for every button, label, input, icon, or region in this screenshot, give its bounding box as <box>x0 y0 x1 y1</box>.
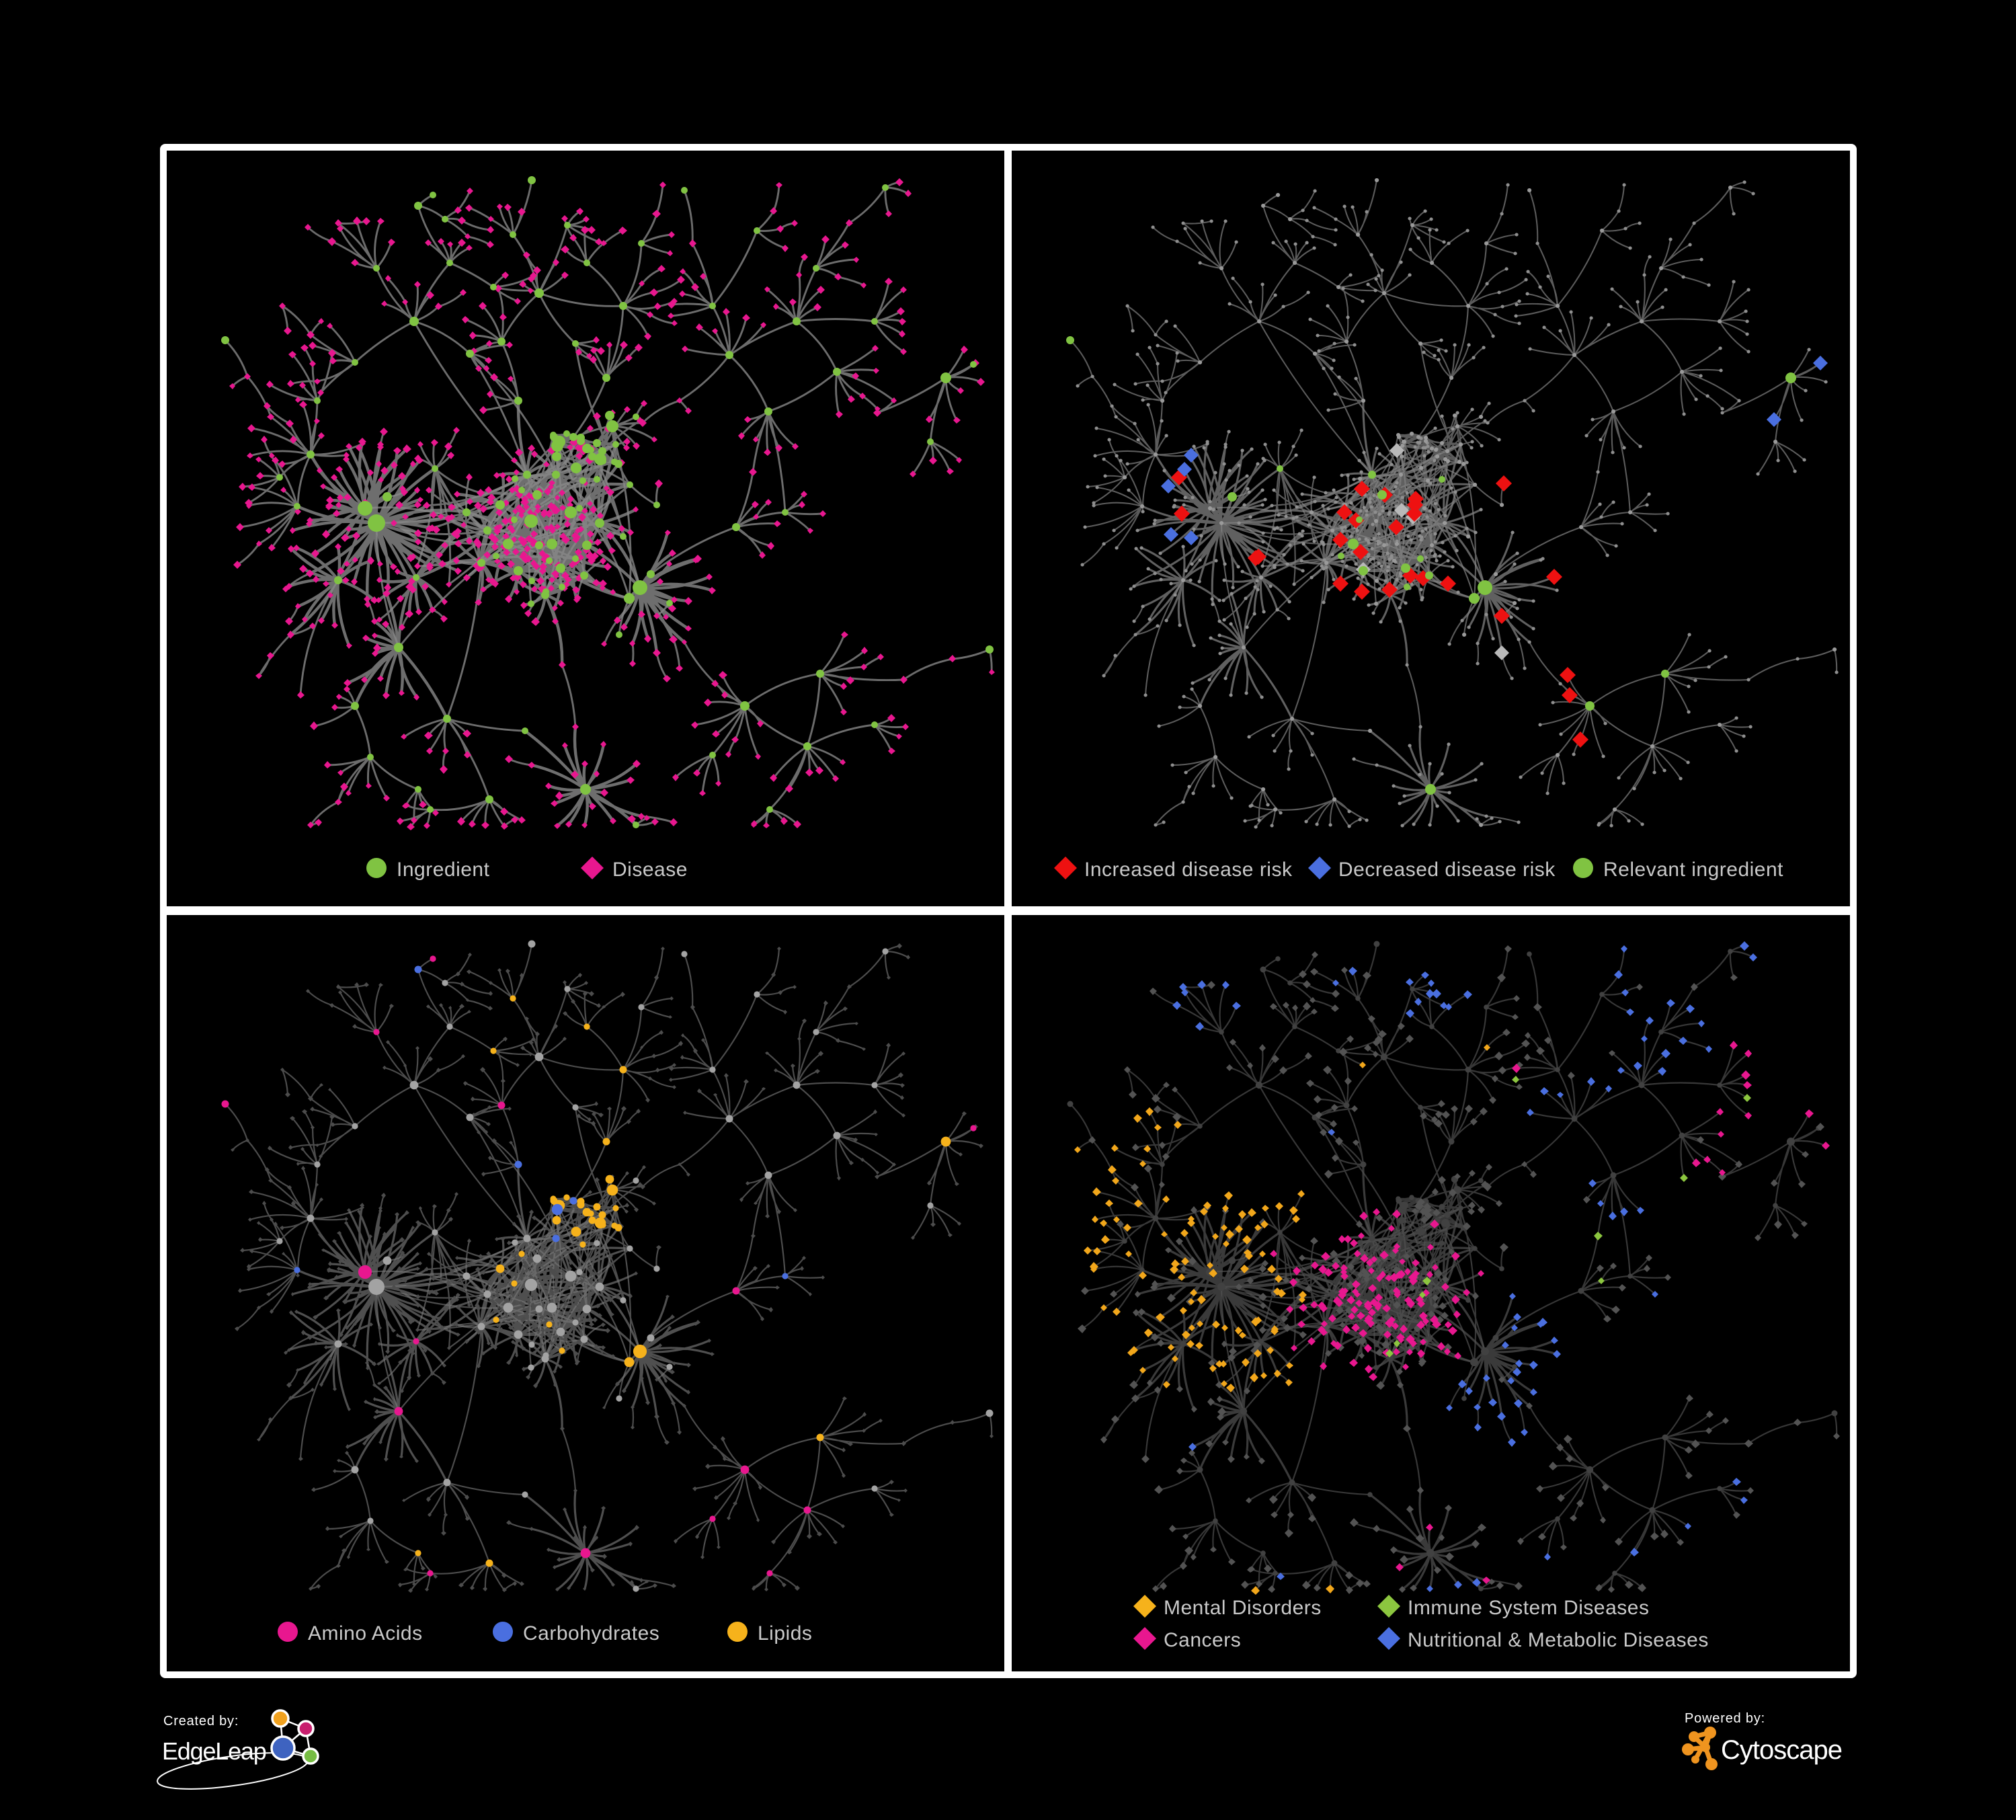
svg-text:Relevant ingredient: Relevant ingredient <box>1603 859 1783 881</box>
svg-text:EdgeLeap: EdgeLeap <box>162 1737 266 1765</box>
svg-text:Lipids: Lipids <box>758 1622 812 1645</box>
svg-text:Immune System Diseases: Immune System Diseases <box>1408 1597 1649 1619</box>
svg-text:Disease: Disease <box>612 859 688 881</box>
svg-text:Amino Acids: Amino Acids <box>308 1622 423 1645</box>
svg-text:Nutritional & Metabolic Diseas: Nutritional & Metabolic Diseases <box>1408 1629 1709 1651</box>
svg-text:Created by:: Created by: <box>163 1714 239 1729</box>
svg-text:Decreased disease risk: Decreased disease risk <box>1338 859 1556 881</box>
svg-text:Carbohydrates: Carbohydrates <box>523 1622 659 1645</box>
svg-text:Increased disease risk: Increased disease risk <box>1084 859 1293 881</box>
svg-text:Cytoscape: Cytoscape <box>1721 1735 1842 1765</box>
svg-text:Cancers: Cancers <box>1164 1629 1241 1651</box>
svg-text:Powered by:: Powered by: <box>1685 1711 1765 1726</box>
svg-text:Ingredient: Ingredient <box>397 859 490 881</box>
svg-text:Mental Disorders: Mental Disorders <box>1164 1597 1322 1619</box>
